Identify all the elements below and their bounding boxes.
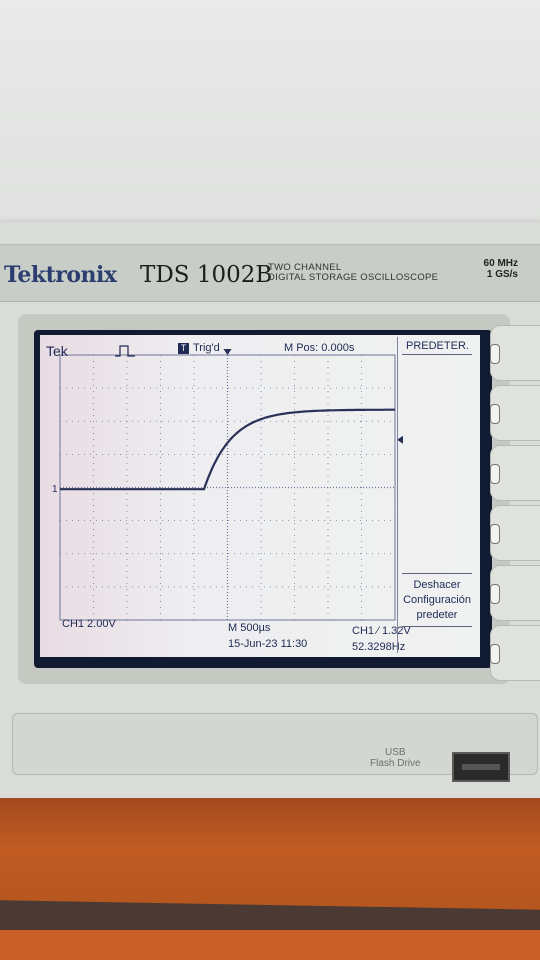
tek-logo: Tek	[46, 343, 68, 359]
trigger-readout: CH1 ∕ 1.32V	[352, 625, 411, 637]
menu-title-underline	[402, 354, 472, 355]
trigger-status: Trig'd	[193, 342, 220, 354]
oscilloscope-screen: Tek T Trig'd M Pos: 0.000s 1 CH1 2.00V M…	[40, 335, 480, 657]
side-menu: PREDETER. Deshacer Configuración predete…	[397, 337, 476, 653]
undo-default-setup-option[interactable]: Deshacer Configuración predeter	[398, 578, 476, 623]
ch1-waveform-trace	[60, 408, 395, 491]
model-name: TDS 1002B	[140, 262, 273, 288]
usb-label: USB Flash Drive	[370, 747, 421, 769]
trigger-position-marker	[223, 349, 232, 355]
bandwidth-label: 60 MHz	[483, 258, 518, 269]
graticule-grid	[59, 354, 396, 621]
timebase-readout: M 500µs	[228, 622, 271, 634]
frequency-readout: 52.3298Hz	[352, 641, 406, 653]
option-button-6[interactable]	[490, 625, 540, 681]
main-position-readout: M Pos: 0.000s	[284, 342, 355, 354]
background-wall	[0, 0, 540, 240]
waveform-display	[59, 349, 403, 621]
description-line1: TWO CHANNEL	[268, 262, 342, 273]
description-line2: DIGITAL STORAGE OSCILLOSCOPE	[268, 272, 439, 283]
usb-port[interactable]	[452, 752, 510, 782]
option-button-3-cap	[490, 464, 500, 484]
workbench-front	[0, 930, 540, 960]
option-button-1-cap	[490, 344, 500, 364]
datetime-readout: 15-Jun-23 11:30	[228, 638, 308, 650]
option-button-1[interactable]	[490, 325, 540, 381]
acquire-status-icon	[115, 345, 135, 357]
undo-option-line2: Configuración	[403, 594, 471, 606]
trigger-icon: T	[178, 343, 189, 354]
trigger-level-marker	[397, 435, 403, 444]
usb-label-line1: USB	[385, 747, 406, 758]
sample-rate-label: 1 GS/s	[486, 269, 518, 280]
menu-divider	[402, 573, 472, 574]
ch1-ground-marker: 1	[52, 484, 58, 495]
lower-panel	[12, 713, 538, 775]
option-button-4-cap	[490, 524, 500, 544]
brand-strip	[0, 244, 540, 302]
option-button-4[interactable]	[490, 505, 540, 561]
menu-divider-bottom	[402, 626, 472, 627]
option-button-6-cap	[490, 644, 500, 664]
brand-logo: Tektronix	[4, 262, 117, 288]
usb-label-line2: Flash Drive	[370, 758, 421, 769]
undo-option-line3: predeter	[416, 609, 458, 621]
ch1-scale-readout: CH1 2.00V	[62, 618, 116, 630]
undo-option-line1: Deshacer	[413, 579, 461, 591]
option-button-5[interactable]	[490, 565, 540, 621]
option-button-2[interactable]	[490, 385, 540, 441]
option-button-5-cap	[490, 584, 500, 604]
option-button-2-cap	[490, 404, 500, 424]
option-button-3[interactable]	[490, 445, 540, 501]
menu-title: PREDETER.	[406, 340, 469, 352]
